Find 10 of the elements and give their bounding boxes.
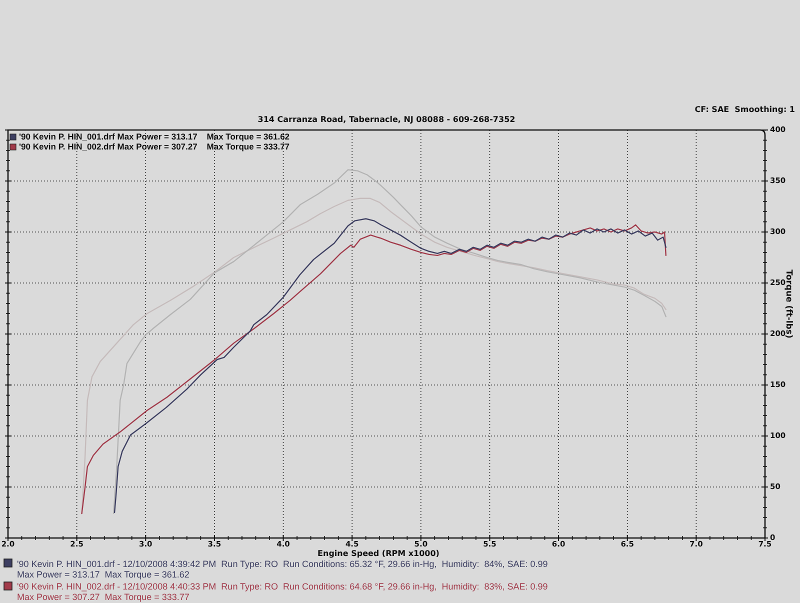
legend-label: '90 Kevin P. HIN_002.drf Max Power = 307.27 Max Torque = 333.77 (19, 141, 290, 152)
legend-label: '90 Kevin P. HIN_001.drf Max Power = 313.17 Max Torque = 361.62 (19, 131, 290, 142)
text: Max Power = 307.27 Max Torque = 333.77 (17, 592, 190, 602)
text: Max Power = 313.17 Max Torque = 361.62 (17, 570, 190, 580)
text: '90 Kevin P. HIN_002.drf - 12/10/2008 4:40:33 PM Run Type: RO Run Conditions: 64.68 °F, 29.66 in-Hg, Humidity: 83%, SAE: 0.99 (17, 582, 548, 592)
text: '90 Kevin P. HIN_001.drf - 12/10/2008 4:39:42 PM Run Type: RO Run Conditions: 65.32 °F, 29.66 in-Hg, Humidity: 84%, SAE: 0.99 (17, 559, 548, 569)
y-axis-title: Torque (ft-lbs) (784, 270, 794, 338)
x-axis-title: Engine Speed (RPM x1000) (318, 549, 440, 558)
text: CF: SAE Smoothing: 1 (694, 105, 796, 114)
chart-title: 314 Carranza Road, Tabernacle, NJ 08088 - 609-268-7352 (258, 115, 516, 124)
